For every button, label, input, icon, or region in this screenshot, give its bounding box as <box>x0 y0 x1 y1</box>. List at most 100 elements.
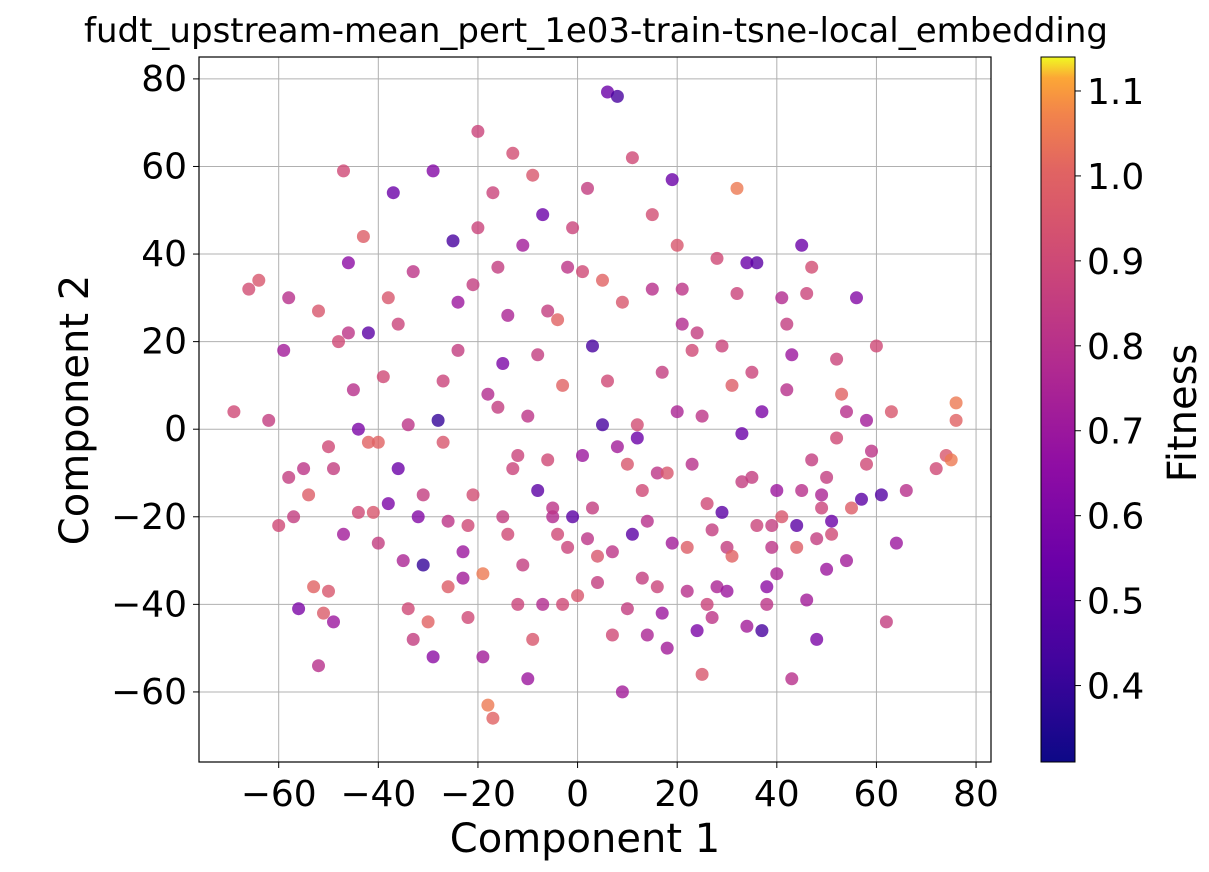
scatter-point <box>780 317 794 331</box>
scatter-point <box>456 571 470 585</box>
colorbar-tick-label: 0.6 <box>1087 497 1144 538</box>
scatter-point <box>556 378 570 392</box>
scatter-point <box>610 440 624 454</box>
colorbar-tick-label: 1.0 <box>1087 157 1144 198</box>
scatter-point <box>481 698 495 712</box>
scatter-point <box>850 291 863 305</box>
scatter-point <box>800 593 814 607</box>
scatter-point <box>715 339 729 353</box>
scatter-point <box>830 352 844 366</box>
scatter-point <box>371 536 385 550</box>
scatter-point <box>745 470 759 484</box>
scatter-point <box>312 659 325 673</box>
scatter-point <box>441 580 455 594</box>
scatter-point <box>391 462 405 476</box>
scatter-point <box>332 335 345 349</box>
scatter-point <box>506 146 520 160</box>
scatter-point <box>680 584 694 598</box>
y-axis-ticks: −60 −40 −20 0 20 40 60 80 <box>111 59 199 713</box>
scatter-point <box>322 440 335 454</box>
y-tick-label: 0 <box>164 409 187 450</box>
scatter-point <box>346 383 360 397</box>
scatter-point <box>491 400 505 414</box>
y-tick-label: 40 <box>141 234 187 275</box>
scatter-point <box>496 510 510 524</box>
scatter-point <box>630 431 644 445</box>
scatter-point <box>765 519 779 532</box>
colorbar-label: Fitness <box>1160 344 1206 483</box>
scatter-point <box>317 606 330 620</box>
scatter-point <box>750 519 764 532</box>
scatter-point <box>785 348 799 362</box>
scatter-point <box>690 326 704 340</box>
y-axis-label: Component 2 <box>52 275 98 545</box>
scatter-point <box>546 501 560 515</box>
scatter-point <box>272 519 286 532</box>
scatter-point <box>486 711 500 725</box>
scatter-point <box>511 597 525 611</box>
scatter-point <box>695 409 709 423</box>
scatter-point <box>282 291 296 305</box>
scatter-point <box>860 413 873 427</box>
scatter-point <box>252 273 266 287</box>
scatter-point <box>356 230 370 243</box>
scatter-point <box>401 602 415 616</box>
scatter-point <box>436 435 450 449</box>
scatter-point <box>516 238 530 252</box>
scatter-point <box>521 409 535 423</box>
x-tick-label: 40 <box>754 774 800 815</box>
scatter-point <box>451 343 465 357</box>
scatter-point <box>386 186 400 200</box>
scatter-point <box>541 453 555 467</box>
scatter-point <box>376 370 390 384</box>
y-tick-label: 60 <box>141 146 187 187</box>
scatter-point <box>775 510 789 524</box>
scatter-point <box>710 251 724 265</box>
y-tick-label: −20 <box>111 497 187 538</box>
scatter-point <box>262 413 276 427</box>
scatter-point <box>596 418 609 432</box>
scatter-point <box>581 181 594 195</box>
scatter-point <box>327 462 340 476</box>
scatter-point <box>337 527 350 541</box>
scatter-point <box>690 624 704 638</box>
scatter-point <box>481 387 495 401</box>
scatter-point <box>576 265 589 279</box>
colorbar-tick-label: 0.9 <box>1087 242 1144 283</box>
scatter-point <box>466 278 480 292</box>
scatter-point <box>790 540 804 554</box>
scatter-point <box>815 501 829 515</box>
scatter-point <box>506 462 520 476</box>
scatter-point <box>461 611 475 624</box>
scatter-point <box>675 317 689 331</box>
y-tick-label: −60 <box>111 672 187 713</box>
scatter-point <box>242 282 256 296</box>
scatter-point <box>740 256 754 270</box>
scatter-point <box>426 164 440 178</box>
scatter-point <box>411 510 425 524</box>
scatter-point <box>581 532 594 546</box>
scatter-point <box>541 304 555 318</box>
scatter-point <box>785 672 799 686</box>
scatter-point <box>436 374 450 388</box>
scatter-point <box>561 540 575 554</box>
scatter-point <box>615 295 629 309</box>
scatter-point <box>401 418 415 432</box>
scatter-point <box>287 510 301 524</box>
scatter-point <box>795 484 809 497</box>
scatter-point <box>944 453 958 467</box>
scatter-point <box>416 558 430 572</box>
scatter-point <box>899 484 913 497</box>
scatter-point <box>670 238 684 252</box>
y-tick-label: 20 <box>141 322 187 363</box>
scatter-point <box>496 357 510 370</box>
scatter-point <box>526 168 540 182</box>
scatter-point <box>312 304 325 318</box>
scatter-point <box>307 580 321 594</box>
scatter-point <box>327 615 340 629</box>
scatter-point <box>610 89 624 103</box>
scatter-point <box>665 173 679 187</box>
scatter-point <box>715 505 729 519</box>
scatter-point <box>825 527 839 541</box>
